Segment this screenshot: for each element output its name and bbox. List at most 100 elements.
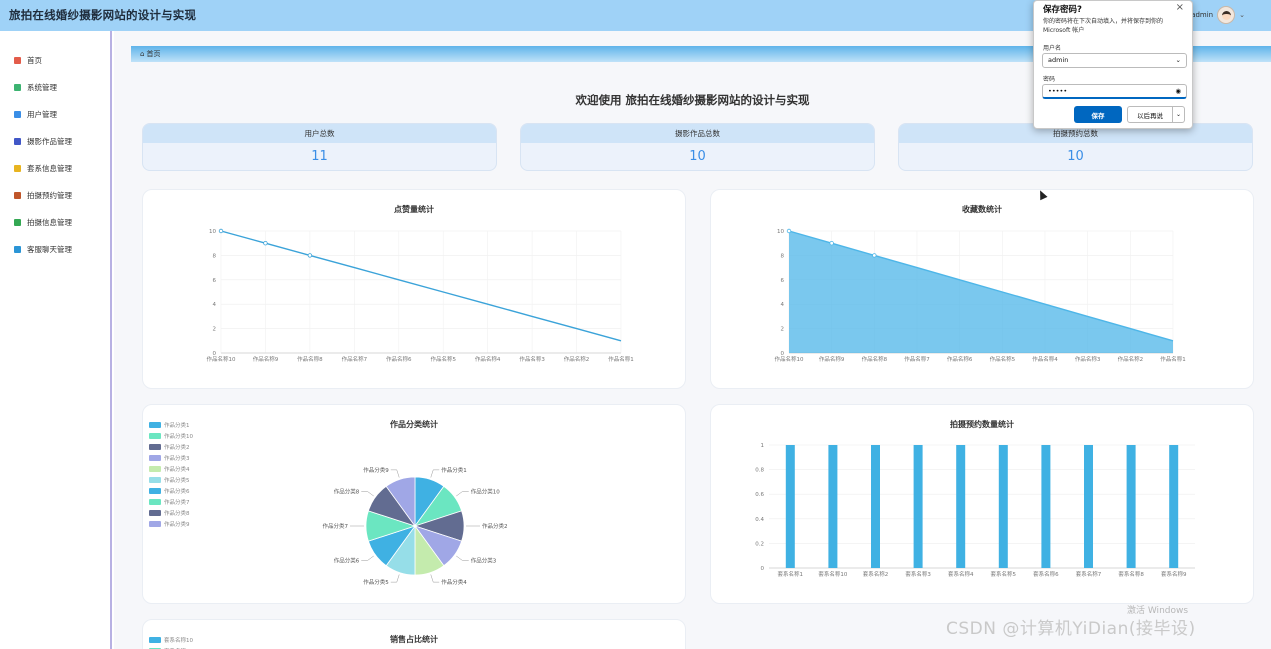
save-button[interactable]: 保存 — [1074, 106, 1122, 123]
y-tick-label: 8 — [213, 253, 217, 259]
y-tick-label: 4 — [213, 302, 217, 308]
legend-item[interactable]: 作品分类1 — [149, 419, 193, 430]
legend-swatch — [149, 443, 161, 450]
legend-item[interactable]: 套系名称9 — [149, 645, 193, 649]
x-tick-label: 作品名称1 — [608, 355, 634, 363]
legend-label: 作品分类4 — [164, 466, 190, 473]
y-tick-label: 0.8 — [755, 468, 764, 474]
x-tick-label: 套系名称1 — [778, 570, 804, 578]
chat-icon — [14, 246, 21, 253]
calendar-icon — [14, 192, 21, 199]
sidebar-item-5[interactable]: 拍摄预约管理 — [14, 190, 72, 201]
data-point[interactable] — [829, 241, 834, 246]
bar-mark[interactable] — [913, 445, 923, 568]
data-point[interactable] — [263, 241, 268, 246]
legend-swatch — [149, 454, 161, 461]
later-button[interactable]: 以后再说 — [1127, 106, 1173, 123]
sidebar-item-7[interactable]: 客服聊天管理 — [14, 244, 72, 255]
x-tick-label: 作品名称8 — [862, 355, 888, 363]
close-icon[interactable]: × — [1175, 2, 1184, 13]
user-icon — [14, 111, 21, 118]
legend-item[interactable]: 作品分类3 — [149, 452, 193, 463]
sidebar-item-4[interactable]: 套系信息管理 — [14, 163, 72, 174]
data-point[interactable] — [218, 228, 224, 234]
user-menu[interactable]: admin ⌄ — [1191, 6, 1245, 24]
avatar-icon[interactable] — [1217, 6, 1236, 24]
bar-mark[interactable] — [1041, 445, 1051, 568]
x-tick-label: 作品名称5 — [430, 355, 456, 363]
password-field[interactable]: ••••• ◉ — [1042, 84, 1187, 99]
welcome-title: 欢迎使用 旅拍在线婚纱摄影网站的设计与实现 — [575, 93, 810, 107]
y-tick-label: 0.6 — [755, 492, 764, 498]
sidebar-item-label: 套系信息管理 — [27, 164, 72, 173]
legend-label: 作品分类1 — [164, 422, 190, 429]
bar-mark[interactable] — [1126, 445, 1136, 568]
legend-item[interactable]: 作品分类4 — [149, 463, 193, 474]
x-tick-label: 作品名称4 — [475, 355, 501, 363]
data-point[interactable] — [786, 228, 792, 234]
bar-mark[interactable] — [871, 445, 880, 568]
sidebar-item-1[interactable]: 系统管理 — [14, 82, 57, 93]
csdn-watermark: CSDN @计算机YiDian(接毕设) — [946, 619, 1196, 639]
label-leader-line — [430, 469, 440, 478]
label-leader-line — [430, 574, 440, 583]
sidebar-item-label: 拍摄预约管理 — [27, 191, 72, 200]
x-tick-label: 作品名称10 — [775, 355, 804, 363]
data-point[interactable] — [307, 253, 313, 258]
legend-swatch — [149, 520, 161, 527]
main-content: ⌂ 首页 欢迎使用 旅拍在线婚纱摄影网站的设计与实现 用户总数 11 摄影作品总… — [114, 31, 1271, 649]
sidebar-item-0[interactable]: 首页 — [14, 55, 42, 66]
legend-item[interactable]: 作品分类10 — [149, 430, 193, 441]
x-tick-label: 套系名称8 — [1118, 570, 1144, 578]
legend-label: 作品分类9 — [164, 521, 190, 528]
x-tick-label: 套系名称4 — [948, 570, 974, 578]
legend-item[interactable]: 作品分类9 — [149, 518, 193, 529]
pie-slice-label: 作品分类10 — [471, 487, 500, 495]
legend-swatch — [149, 465, 161, 472]
chevron-down-icon[interactable]: ⌄ — [1239, 11, 1245, 19]
bar-mark[interactable] — [828, 445, 838, 568]
sidebar-item-3[interactable]: 摄影作品管理 — [14, 136, 72, 147]
chart-title: 点赞量统计 — [394, 205, 434, 214]
bar-mark[interactable] — [998, 445, 1008, 568]
eye-icon[interactable]: ◉ — [1175, 86, 1181, 95]
legend-item[interactable]: 作品分类2 — [149, 441, 193, 452]
bar-mark[interactable] — [1084, 445, 1093, 568]
pie-slice[interactable] — [385, 476, 416, 528]
pie-slice-label: 作品分类8 — [334, 487, 360, 495]
stat-value: 10 — [1067, 149, 1084, 164]
booking-bar-chart: 0 0.2 0.4 0.6 0.8 1 套系名称1 套系名称10 套系名称2 套系名称3 套系名称4… — [755, 443, 1195, 578]
x-tick-label: 作品名称8 — [297, 355, 323, 363]
more-options-button[interactable]: ⌄ — [1173, 106, 1185, 123]
sidebar-item-label: 首页 — [27, 56, 42, 65]
legend-label: 作品分类5 — [164, 477, 190, 484]
legend-item[interactable]: 套系名称10 — [149, 634, 193, 645]
legend-item[interactable]: 作品分类6 — [149, 485, 193, 496]
x-tick-label: 作品名称6 — [947, 355, 973, 363]
x-tick-label: 作品名称9 — [253, 355, 279, 363]
username-select[interactable]: admin ⌄ — [1042, 53, 1187, 68]
data-point[interactable] — [872, 253, 877, 258]
legend-item[interactable]: 作品分类7 — [149, 496, 193, 507]
breadcrumb[interactable]: ⌂ 首页 — [140, 49, 160, 59]
user-name: admin — [1191, 11, 1214, 19]
bar-mark[interactable] — [956, 445, 966, 568]
bar-mark[interactable] — [785, 445, 795, 568]
sidebar-item-2[interactable]: 用户管理 — [14, 109, 57, 120]
bar-mark[interactable] — [1169, 445, 1179, 568]
x-tick-label: 作品名称3 — [1075, 355, 1101, 363]
category-pie-chart: 作品分类1 作品分类10 作品分类2 作品分类3 作品分类4 作品分类5 作品分类6 作品分类… — [323, 466, 508, 586]
y-tick-label: 10 — [209, 229, 216, 235]
legend-item[interactable]: 作品分类8 — [149, 507, 193, 518]
y-tick-label: 0 — [781, 351, 785, 357]
sidebar-item-6[interactable]: 拍摄信息管理 — [14, 217, 72, 228]
legend-item[interactable]: 作品分类5 — [149, 474, 193, 485]
series-line — [788, 230, 1174, 342]
dialog-title: 保存密码? — [1043, 5, 1082, 15]
pie-slice-label: 作品分类9 — [363, 466, 389, 474]
x-tick-label: 套系名称10 — [818, 570, 847, 578]
sidebar-item-label: 拍摄信息管理 — [27, 218, 72, 227]
stat-card-bookings: 拍摄预约总数 10 — [898, 123, 1253, 171]
likes-line-chart: 0 2 4 6 8 10 作品名称10 作品名称9 作品名称8 作品名称7 作品名称6 作品名称5 作品… — [207, 228, 634, 363]
username-value: admin — [1048, 56, 1069, 64]
